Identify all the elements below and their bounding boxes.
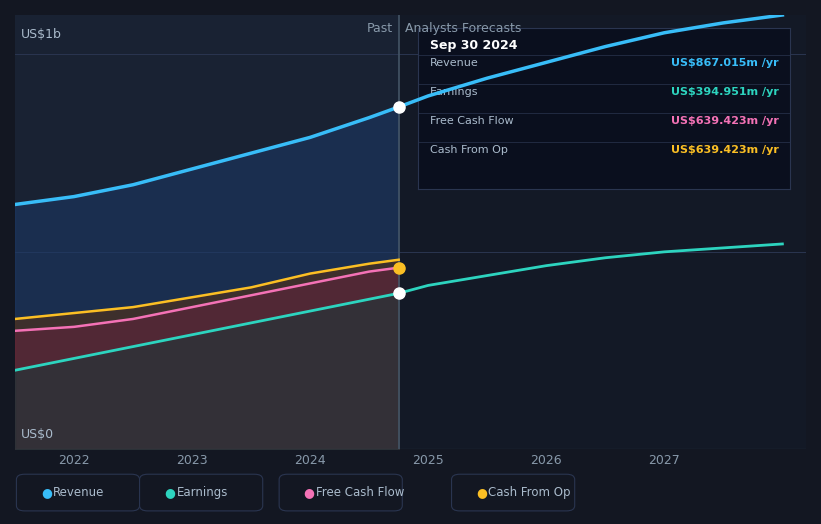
Bar: [15, 15, 399, 449]
Text: ●: ●: [476, 486, 487, 499]
Text: ●: ●: [304, 486, 314, 499]
Text: Analysts Forecasts: Analysts Forecasts: [405, 21, 521, 35]
Text: US$0: US$0: [21, 428, 54, 441]
Text: Free Cash Flow: Free Cash Flow: [316, 486, 405, 499]
Text: Earnings: Earnings: [177, 486, 228, 499]
Bar: [399, 15, 806, 449]
Text: ●: ●: [41, 486, 52, 499]
Text: Past: Past: [367, 21, 392, 35]
Text: Cash From Op: Cash From Op: [488, 486, 571, 499]
Text: Revenue: Revenue: [53, 486, 105, 499]
Text: ●: ●: [164, 486, 175, 499]
Text: US$1b: US$1b: [21, 28, 62, 41]
